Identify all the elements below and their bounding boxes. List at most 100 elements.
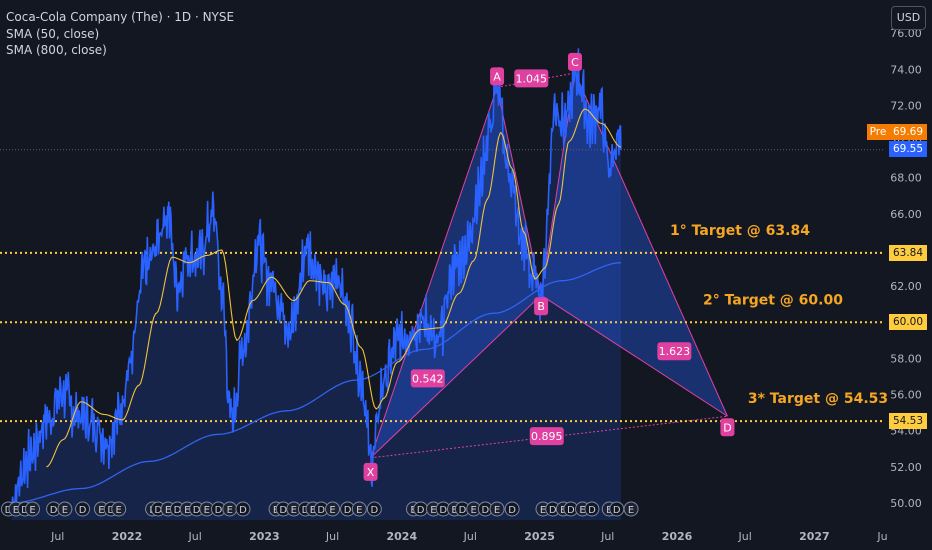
event-marker-letter: E <box>184 505 190 516</box>
event-marker-letter: D <box>370 505 378 516</box>
sma50-line <box>46 108 621 468</box>
pattern-ratio-line <box>496 72 576 88</box>
event-marker-letter: E <box>606 505 612 516</box>
event-marker <box>235 501 251 517</box>
event-marker <box>504 501 520 517</box>
event-marker-letter: E <box>291 505 297 516</box>
event-marker-letter: D <box>193 505 201 516</box>
event-marker <box>325 501 341 517</box>
y-tick-label: 50.00 <box>890 497 922 510</box>
y-tick-label: 74.00 <box>890 63 922 76</box>
chart-legend: Coca-Cola Company (The) · 1D · NYSE SMA … <box>6 9 234 59</box>
x-tick-label: Jul <box>325 530 339 543</box>
event-marker-letter: E <box>494 505 500 516</box>
event-marker-letter: D <box>174 505 182 516</box>
y-tick-label: 56.00 <box>890 389 922 402</box>
event-marker-letter: D <box>567 505 575 516</box>
pattern-xab-fill <box>370 87 542 458</box>
event-marker <box>57 501 73 517</box>
event-marker-letter: D <box>302 505 310 516</box>
event-marker-letter: E <box>116 505 122 516</box>
y-tick-label: 66.00 <box>890 208 922 221</box>
x-tick-label: Jul <box>463 530 477 543</box>
pattern-point-letter: D <box>723 421 731 434</box>
x-tick-label: 2024 <box>386 530 417 543</box>
event-marker-letter: D <box>215 505 223 516</box>
target-label: 3* Target @ 54.53 <box>748 391 888 407</box>
pattern-leg <box>540 294 728 417</box>
pattern-leg <box>370 294 542 459</box>
x-tick-label: Jul <box>50 530 64 543</box>
price-line <box>11 48 622 514</box>
event-marker-letter: E <box>329 505 335 516</box>
event-marker-letter: D <box>50 505 58 516</box>
event-marker <box>489 501 505 517</box>
ratio-label-box <box>529 427 564 446</box>
pattern-point-label <box>534 297 549 316</box>
event-marker-letter: E <box>471 505 477 516</box>
event-marker-letter: D <box>439 505 447 516</box>
event-marker-letter: D <box>5 505 13 516</box>
event-marker <box>366 501 382 517</box>
event-marker-letter: D <box>154 505 162 516</box>
event-marker <box>584 501 600 517</box>
pattern-point-letter: C <box>571 56 579 69</box>
pattern-point-label <box>363 462 378 481</box>
sma800-legend[interactable]: SMA (800, close) <box>6 43 107 57</box>
pattern-point-label <box>490 67 505 86</box>
event-marker-letter: E <box>356 505 362 516</box>
currency-button[interactable]: USD <box>891 6 926 30</box>
event-marker-letter: E <box>165 505 171 516</box>
event-marker-letter: D <box>588 505 596 516</box>
event-marker <box>75 501 91 517</box>
pattern-point-letter: A <box>493 70 501 83</box>
target-1-price-tag: 63.84 <box>889 245 927 261</box>
x-tick-label: 2022 <box>112 530 143 543</box>
target-2-price-tag: 60.00 <box>889 314 927 330</box>
x-tick-label: 2027 <box>799 530 830 543</box>
event-marker-letter: D <box>317 505 325 516</box>
event-marker-letter: E <box>430 505 436 516</box>
event-marker-letter: D <box>459 505 467 516</box>
y-tick-label: 58.00 <box>890 352 922 365</box>
price-area <box>11 48 621 521</box>
event-marker-letter: D <box>344 505 352 516</box>
ratio-label-box <box>410 369 445 388</box>
pattern-leg <box>574 72 728 417</box>
event-marker-letter: E <box>62 505 68 516</box>
x-tick-label: Jul <box>187 530 201 543</box>
pattern-point-letter: X <box>367 466 375 479</box>
event-marker-letter: D <box>21 505 29 516</box>
event-marker-letter: D <box>549 505 557 516</box>
pattern-point-label <box>567 52 582 71</box>
premarket-price-tag: 69.69 <box>889 124 927 140</box>
event-marker <box>351 501 367 517</box>
x-tick-label: 2025 <box>524 530 555 543</box>
ratio-label: 1.045 <box>516 72 548 85</box>
event-marker-letter: E <box>451 505 457 516</box>
ratio-label: 1.623 <box>659 345 691 358</box>
target-label: 2° Target @ 60.00 <box>703 292 843 308</box>
pattern-point-label <box>720 418 735 437</box>
premarket-label: Pre <box>867 124 889 140</box>
event-marker-letter: D <box>482 505 490 516</box>
ratio-label-box <box>514 69 549 88</box>
event-marker-letter: D <box>107 505 115 516</box>
y-tick-label: 72.00 <box>890 99 922 112</box>
event-marker <box>25 501 41 517</box>
ratio-label: 0.895 <box>531 430 563 443</box>
event-marker-letter: E <box>540 505 546 516</box>
x-tick-label: Ju <box>876 530 887 543</box>
event-marker-letter: E <box>204 505 210 516</box>
x-tick-label: Jul <box>737 530 751 543</box>
sma50-legend[interactable]: SMA (50, close) <box>6 26 100 41</box>
y-tick-label: 62.00 <box>890 280 922 293</box>
x-tick-label: 2026 <box>662 530 693 543</box>
event-marker-letter: E <box>13 505 19 516</box>
event-marker-letter: E <box>227 505 233 516</box>
event-marker-letter: D <box>239 505 247 516</box>
symbol-title[interactable]: Coca-Cola Company (The) · 1D · NYSE <box>6 10 235 24</box>
event-marker-letter: E <box>310 505 316 516</box>
event-marker-letter: E <box>29 505 35 516</box>
